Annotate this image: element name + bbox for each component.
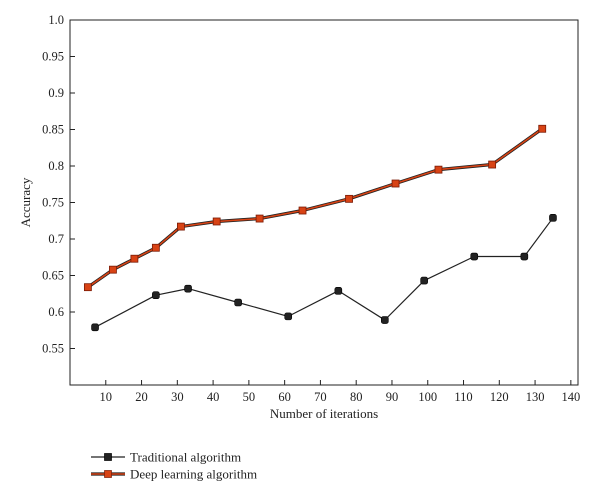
- data-point: [488, 160, 497, 169]
- legend-marker: [104, 470, 112, 478]
- y-tick-label: 0.85: [42, 123, 64, 137]
- x-tick-label: 40: [207, 390, 220, 404]
- data-point: [177, 222, 185, 231]
- data-point: [345, 194, 353, 203]
- x-tick-label: 120: [490, 390, 509, 404]
- legend-label: Deep learning algorithm: [130, 467, 257, 482]
- series-line: [94, 217, 554, 328]
- x-tick-label: 90: [386, 390, 399, 404]
- data-point: [130, 254, 139, 263]
- data-point: [255, 214, 264, 223]
- series-line: [87, 128, 543, 288]
- x-tick-label: 130: [526, 390, 545, 404]
- y-tick-label: 0.9: [48, 86, 64, 100]
- data-point: [284, 312, 293, 321]
- data-point: [538, 124, 547, 133]
- data-point: [434, 165, 443, 174]
- data-point: [391, 179, 400, 188]
- data-point: [334, 287, 343, 295]
- x-tick-label: 110: [454, 390, 472, 404]
- x-tick-label: 30: [171, 390, 184, 404]
- data-point: [234, 298, 242, 307]
- y-tick-label: 0.75: [42, 196, 64, 210]
- legend-marker: [104, 453, 112, 461]
- x-tick-label: 80: [350, 390, 363, 404]
- y-tick-label: 0.65: [42, 269, 64, 283]
- y-tick-label: 0.7: [48, 232, 64, 246]
- data-point: [151, 243, 160, 252]
- y-tick-label: 0.6: [48, 305, 64, 319]
- x-tick-label: 50: [243, 390, 256, 404]
- legend-item-traditional: Traditional algorithm: [91, 450, 241, 465]
- x-tick-label: 140: [561, 390, 580, 404]
- legend-label: Traditional algorithm: [130, 450, 241, 465]
- y-tick-label: 0.8: [48, 159, 64, 173]
- y-tick-label: 0.55: [42, 342, 64, 356]
- data-point: [381, 316, 389, 324]
- data-point: [420, 276, 428, 285]
- y-axis-title: Accuracy: [18, 177, 33, 227]
- x-tick-label: 70: [314, 390, 327, 404]
- y-tick-label: 0.95: [42, 50, 64, 64]
- x-axis-title: Number of iterations: [270, 406, 378, 421]
- x-tick-label: 20: [135, 390, 148, 404]
- x-tick-label: 60: [278, 390, 291, 404]
- data-point: [109, 265, 117, 274]
- data-point: [549, 214, 557, 222]
- series-deep-learning: [83, 124, 547, 292]
- series-traditional: [91, 214, 557, 332]
- plot-frame: [69, 19, 579, 386]
- data-point: [298, 206, 307, 215]
- legend-item-deep-learning: Deep learning algorithm: [91, 467, 257, 482]
- data-point: [212, 217, 221, 226]
- y-tick-label: 1.0: [48, 13, 64, 27]
- data-point: [152, 291, 160, 300]
- data-point: [83, 283, 92, 292]
- data-point: [91, 323, 99, 332]
- data-point: [520, 252, 529, 261]
- x-tick-label: 100: [418, 390, 437, 404]
- data-point: [470, 252, 479, 261]
- legend: Traditional algorithm Deep learning algor…: [91, 450, 257, 482]
- data-point: [184, 284, 192, 293]
- x-tick-label: 10: [100, 390, 113, 404]
